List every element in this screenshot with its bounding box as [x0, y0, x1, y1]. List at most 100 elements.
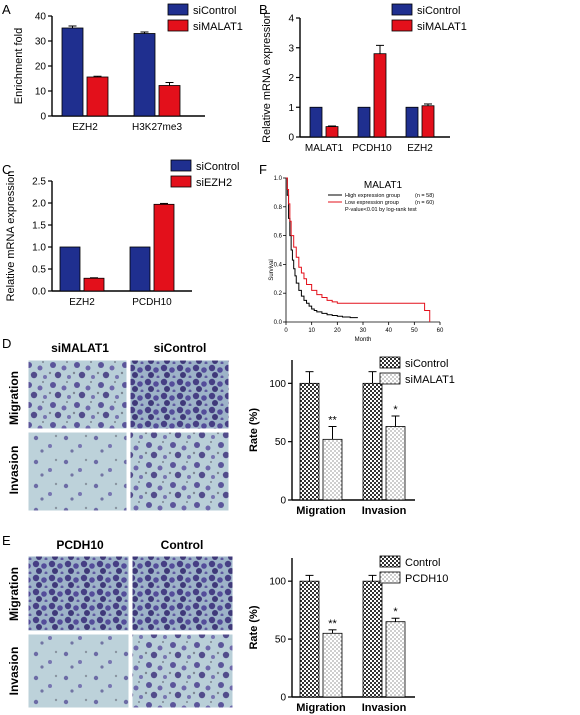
- chart-e-ytick-label: 0: [280, 693, 286, 704]
- micrograph-panel-e: PCDH10 Control Migration Invasion: [7, 538, 234, 709]
- chart-a-legend-label: siControl: [193, 5, 236, 17]
- chart-f-ylabel: Survival: [269, 259, 275, 280]
- chart-a-legend-swatch: [167, 19, 189, 32]
- chart-d-category-label: Migration: [296, 505, 346, 517]
- chart-f-xtick-label: 10: [308, 328, 315, 334]
- micro-d-row2-label: Invasion: [7, 446, 21, 495]
- chart-f-ytick-label: 0.6: [274, 234, 283, 240]
- chart-b-bar-simalat1-malat1: [325, 126, 339, 138]
- chart-e-category-label: Invasion: [362, 702, 407, 714]
- chart-c-bar-sicontrol-pcdh10: [129, 246, 151, 292]
- panel-letter-b: B: [259, 2, 268, 17]
- chart-d-bar-simalat1-migration: [322, 438, 343, 501]
- chart-e-significance: *: [393, 606, 398, 618]
- chart-f-legend-label: Low expression group: [345, 200, 399, 206]
- chart-d-ylabel: Rate (%): [248, 408, 260, 452]
- chart-a-bar-simalat1-ezh2: [86, 76, 109, 117]
- chart-f-xtick-label: 50: [411, 328, 418, 334]
- micrograph-panel-d: siMALAT1 siControl Migration Invasion: [7, 341, 230, 512]
- chart-e-ytick-label: 100: [269, 577, 286, 588]
- chart-c-bar-siezh2-ezh2: [83, 277, 105, 292]
- chart-b-ytick-label: 1: [288, 103, 294, 114]
- micro-e-col2-label: Control: [161, 538, 204, 552]
- chart-c-ytick-label: 1.5: [32, 221, 46, 232]
- chart-b-ytick-label: 4: [288, 14, 294, 25]
- chart-f-xlabel: Month: [355, 337, 372, 343]
- chart-e-legend-label: Control: [405, 557, 440, 569]
- micrograph-e-migration-pcdh10: [27, 555, 130, 632]
- chart-b-category-label: EZH2: [407, 143, 433, 154]
- chart-c-legend-label: siEZH2: [196, 177, 232, 189]
- chart-b-bar-simalat1-pcdh10: [373, 53, 387, 138]
- chart-d-ytick-label: 0: [280, 496, 286, 507]
- micro-d-col1-label: siMALAT1: [51, 341, 109, 355]
- panel-letter-e: E: [2, 533, 11, 548]
- chart-a-bar-sicontrol-ezh2: [61, 27, 84, 117]
- chart-f-ytick-label: 0.2: [274, 291, 283, 297]
- chart-d-legend-label: siMALAT1: [405, 374, 455, 386]
- panel-letter-a: A: [2, 2, 11, 17]
- chart-a-ytick-label: 40: [35, 12, 47, 23]
- chart-b-ytick-label: 2: [288, 73, 294, 84]
- micrograph-d-invasion-simalat1: [27, 431, 128, 512]
- micro-d-row1-label: Migration: [7, 371, 21, 425]
- chart-f-ytick-label: 1.0: [274, 176, 283, 182]
- micro-d-col2-label: siControl: [154, 341, 207, 355]
- chart-d-significance: **: [328, 415, 337, 427]
- chart-f-ytick-label: 0.4: [274, 262, 283, 268]
- panel-letter-f: F: [259, 162, 267, 177]
- chart-d-significance: *: [393, 404, 398, 416]
- chart-a-legend-swatch: [167, 3, 189, 16]
- micrograph-d-migration-sicontrol: [129, 359, 230, 430]
- chart-f-series-high: [286, 177, 358, 319]
- micrograph-e-invasion-pcdh10: [27, 633, 130, 709]
- chart-e-bar-pcdh10-migration: [322, 632, 343, 698]
- chart-c-ytick-label: 2.5: [32, 177, 46, 188]
- micrograph-e-migration-control: [131, 555, 234, 632]
- chart-e-legend-swatch: [379, 571, 401, 584]
- chart-b-category-label: PCDH10: [352, 143, 392, 154]
- chart-b-ytick-label: 3: [288, 43, 294, 54]
- chart-e-legend-swatch: [379, 555, 401, 568]
- micro-e-col1-label: PCDH10: [56, 538, 104, 552]
- chart-a-ytick-label: 20: [35, 62, 47, 73]
- micrograph-e-invasion-control: [131, 633, 234, 709]
- micrograph-d-migration-simalat1: [27, 359, 128, 430]
- chart-b-bar-sicontrol-pcdh10: [357, 106, 371, 138]
- panel-letter-c: C: [2, 162, 11, 177]
- chart-e-ylabel: Rate (%): [248, 605, 260, 649]
- chart-a-ytick-label: 0: [40, 112, 46, 123]
- chart-c-category-label: EZH2: [69, 297, 95, 308]
- chart-b-legend-label: siMALAT1: [417, 21, 467, 33]
- chart-c-ytick-label: 0.5: [32, 265, 46, 276]
- chart-d-bar-simalat1-invasion: [385, 426, 406, 501]
- chart-d-legend-swatch: [379, 372, 401, 385]
- chart-d-ytick-label: 50: [275, 437, 287, 448]
- chart-a-bar-sicontrol-h3k27me3: [133, 33, 156, 117]
- chart-e-bar-pcdh10-invasion: [385, 621, 406, 698]
- chart-f-note: P-value<0.01 by log-rank test: [345, 207, 417, 213]
- chart-b-legend-swatch: [391, 19, 413, 32]
- chart-b-legend-label: siControl: [417, 5, 460, 17]
- chart-d-bar-sicontrol-migration: [299, 382, 320, 501]
- chart-d-bar-sicontrol-invasion: [362, 382, 383, 501]
- micro-e-row2-label: Invasion: [7, 647, 21, 696]
- micrograph-d-invasion-sicontrol: [129, 431, 230, 512]
- chart-c-category-label: PCDH10: [132, 297, 172, 308]
- chart-c-ytick-label: 0.0: [32, 287, 46, 298]
- chart-e-ytick-label: 50: [275, 635, 287, 646]
- chart-b-legend-swatch: [391, 3, 413, 16]
- chart-a-legend-label: siMALAT1: [193, 21, 243, 33]
- chart-c-bar-sicontrol-ezh2: [59, 246, 81, 292]
- chart-a-ytick-label: 10: [35, 87, 47, 98]
- chart-a-ylabel: Enrichment fold: [13, 28, 25, 104]
- chart-b-bar-simalat1-ezh2: [421, 105, 435, 138]
- chart-f-ytick-label: 0.8: [274, 205, 283, 211]
- chart-e-bar-control-invasion: [362, 580, 383, 698]
- panel-letter-d: D: [2, 336, 11, 351]
- chart-f-legend-n: (n = 58): [415, 193, 434, 199]
- chart-d-legend-swatch: [379, 356, 401, 369]
- chart-a-ytick-label: 30: [35, 37, 47, 48]
